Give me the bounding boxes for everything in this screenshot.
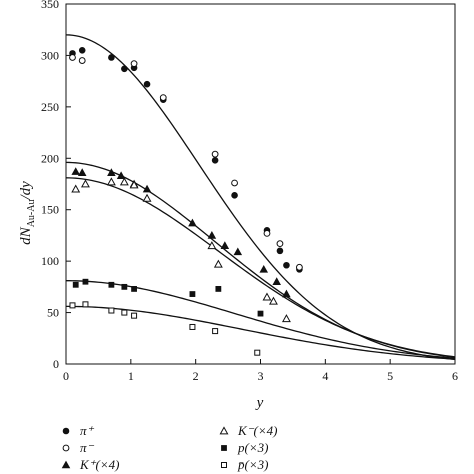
data-point-series-4 — [72, 281, 79, 288]
data-point-series-2 — [272, 277, 281, 285]
legend-marker-4 — [221, 445, 227, 451]
data-point-series-3 — [106, 177, 116, 186]
data-point-series-3 — [207, 241, 217, 250]
data-point-series-0 — [108, 54, 115, 61]
fit-curve — [65, 177, 456, 358]
data-point-series-2 — [107, 168, 116, 176]
axis-ticks: 0 1 2 3 4 5 6 0 50 100 150 200 250 300 350 — [41, 0, 458, 383]
legend-label-4: p(×3) — [237, 440, 268, 455]
y-axis-label: dNAu-Au/dy — [18, 181, 37, 245]
data-point-series-5 — [131, 312, 138, 319]
legend-marker-5 — [221, 462, 227, 468]
data-point-series-3 — [142, 193, 152, 202]
data-point-series-0 — [211, 157, 219, 164]
data-point-series-3 — [213, 259, 223, 268]
data-points — [69, 46, 303, 356]
y-tick-label: 0 — [53, 357, 59, 371]
data-point-series-1 — [296, 263, 303, 271]
data-point-series-5 — [254, 349, 261, 356]
data-point-series-0 — [121, 65, 128, 73]
data-point-series-1 — [263, 229, 271, 237]
data-point-series-0 — [78, 46, 86, 54]
data-point-series-3 — [129, 180, 139, 189]
legend-marker-2 — [61, 460, 71, 469]
data-point-series-5 — [212, 328, 219, 335]
data-point-series-0 — [231, 192, 238, 199]
data-point-series-1 — [69, 54, 76, 61]
legend-label-1: π⁻ — [80, 440, 95, 455]
data-point-series-1 — [159, 94, 167, 101]
data-point-series-4 — [215, 286, 222, 292]
y-tick-label: 250 — [41, 100, 59, 114]
data-point-series-3 — [71, 184, 81, 193]
y-tick-label: 100 — [41, 254, 59, 268]
data-point-series-4 — [189, 291, 196, 297]
data-point-series-2 — [282, 289, 291, 298]
x-tick-label: 3 — [258, 369, 264, 383]
data-point-series-2 — [116, 171, 126, 180]
x-tick-label: 6 — [452, 369, 458, 383]
data-point-series-2 — [207, 231, 217, 239]
data-point-series-3 — [269, 296, 278, 305]
fit-curve — [65, 34, 456, 361]
data-point-series-4 — [108, 281, 115, 288]
y-tick-label: 350 — [41, 0, 59, 11]
x-axis-label: y — [255, 395, 264, 411]
legend-marker-1 — [62, 444, 70, 452]
data-point-series-4 — [257, 310, 264, 317]
fit-curves — [65, 34, 456, 361]
x-tick-label: 2 — [193, 369, 199, 383]
y-tick-label: 50 — [47, 306, 59, 320]
legend-label-3: K⁻(×4) — [237, 423, 277, 438]
data-point-series-3 — [119, 177, 129, 186]
y-tick-label: 300 — [41, 48, 59, 62]
data-point-series-5 — [121, 309, 128, 316]
data-point-series-3 — [281, 314, 291, 323]
x-tick-label: 5 — [387, 369, 393, 383]
data-point-series-4 — [82, 278, 89, 285]
legend-label-0: π⁺ — [80, 423, 95, 438]
x-tick-label: 4 — [322, 369, 328, 383]
data-point-series-3 — [81, 179, 90, 188]
legend-marker-3 — [219, 426, 229, 435]
data-point-series-0 — [143, 80, 151, 88]
legend-marker-0 — [62, 427, 70, 435]
x-tick-label: 1 — [128, 369, 134, 383]
data-point-series-2 — [233, 247, 243, 256]
data-point-series-5 — [189, 323, 196, 330]
legend-label-2: K⁺(×4) — [79, 457, 119, 472]
data-point-series-2 — [220, 241, 230, 249]
data-point-series-2 — [142, 184, 152, 193]
legend: π⁺ K⁻(×4) π⁻ p(×3) K⁺(×4) p̄(×3) — [61, 423, 277, 472]
data-point-series-1 — [130, 60, 138, 68]
data-point-series-5 — [69, 302, 76, 309]
data-point-series-3 — [262, 292, 272, 301]
data-point-series-2 — [77, 168, 87, 176]
legend-label-5: p̄(×3) — [237, 457, 268, 472]
x-tick-label: 0 — [63, 369, 69, 383]
data-point-series-4 — [121, 283, 128, 290]
data-point-series-5 — [108, 307, 115, 314]
data-point-series-2 — [259, 264, 269, 273]
data-point-series-2 — [71, 167, 81, 175]
data-point-series-0 — [276, 247, 284, 255]
data-point-series-2 — [188, 218, 197, 227]
data-point-series-1 — [211, 150, 219, 158]
data-point-series-1 — [78, 57, 86, 64]
data-point-series-4 — [131, 286, 137, 292]
fit-curve — [65, 280, 456, 359]
data-point-series-1 — [276, 240, 284, 248]
y-tick-label: 150 — [41, 203, 59, 217]
data-point-series-0 — [283, 261, 290, 269]
y-tick-label: 200 — [41, 151, 59, 165]
data-point-series-1 — [231, 179, 238, 187]
fit-curve — [65, 305, 456, 360]
data-point-series-5 — [82, 301, 89, 308]
